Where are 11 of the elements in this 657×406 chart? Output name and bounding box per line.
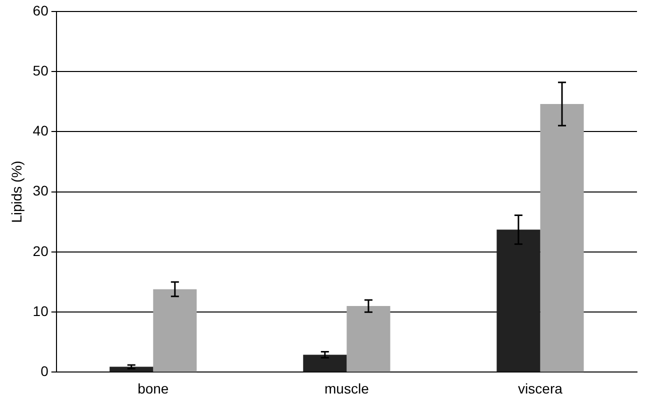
y-tick-label: 50 bbox=[32, 62, 49, 78]
y-tick-label: 10 bbox=[32, 302, 49, 319]
y-tick-label: 0 bbox=[40, 363, 49, 380]
y-tick-label: 30 bbox=[32, 182, 49, 199]
y-tick-label: 20 bbox=[32, 242, 49, 259]
x-tick-label: viscera bbox=[518, 380, 563, 396]
y-tick-label: 40 bbox=[32, 122, 49, 139]
y-tick-label: 60 bbox=[32, 2, 49, 18]
x-tick-label: muscle bbox=[324, 380, 370, 396]
x-tick-label: bone bbox=[138, 380, 169, 396]
y-axis-title: Lipids (%) bbox=[8, 160, 24, 223]
